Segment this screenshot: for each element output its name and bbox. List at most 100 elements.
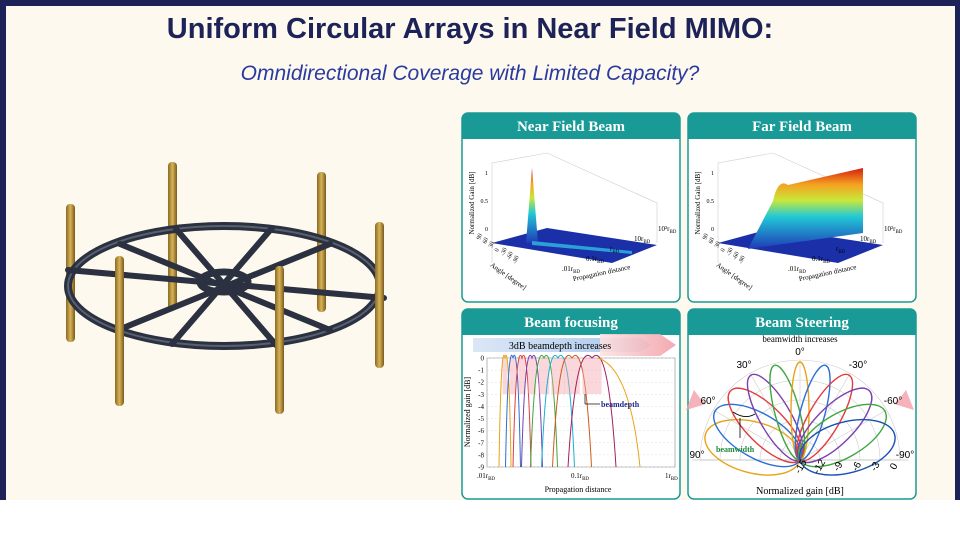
polar-spoke: [799, 409, 887, 461]
z-tick-label: 0.5: [707, 199, 715, 205]
right-bar: [955, 0, 960, 500]
surface-plot: [717, 152, 884, 263]
angle-tick-label: -60: [506, 251, 514, 261]
dist-tick-label-sub: BD: [612, 250, 619, 255]
far-ridge: [748, 168, 863, 249]
arrow-left: [686, 360, 735, 410]
panel-header: [462, 113, 680, 139]
x-tick-label-sub: BD: [671, 477, 678, 482]
arrow-right: [865, 360, 914, 410]
dist-tick-label-main: .01r: [788, 265, 800, 273]
dist-tick-label-sub: BD: [895, 230, 902, 235]
angle-tick-label: -60°: [884, 396, 902, 407]
angle-tick-label: -30: [500, 247, 508, 257]
y-tick-label: -9: [478, 464, 484, 472]
dist-tick-label-main: .01r: [562, 265, 574, 273]
x-tick-label-main: .01r: [477, 472, 489, 480]
dist-tick-label: 10rBD: [860, 235, 877, 245]
dist-tick-label: 10rBD: [634, 235, 651, 245]
dist-tick-label-sub: BD: [643, 240, 650, 245]
beamwidth-arc: [732, 411, 756, 417]
focus-curve: [552, 354, 592, 468]
dist-tick-label: .01rBD: [788, 265, 806, 275]
surface-plot: [491, 152, 658, 263]
angle-tick-label: 90: [476, 233, 484, 241]
y-tick-label: -7: [478, 439, 484, 447]
angle-tick-label: -90°: [896, 450, 914, 461]
dist-tick-label-main: r: [610, 245, 613, 253]
angle-tick-label: 90: [702, 233, 710, 241]
top-bar: [0, 0, 960, 6]
dist-tick-label: rBD: [610, 245, 620, 255]
circular-array: [64, 162, 387, 414]
ridge: [532, 241, 632, 254]
banner-text: beamwidth increases: [762, 334, 838, 344]
y-tick-label: -4: [478, 403, 484, 411]
dist-tick-label: 0.1rBD: [586, 255, 604, 265]
panel-header: [688, 113, 916, 139]
dist-tick-label-main: 10²r: [884, 225, 896, 233]
dist-tick-label-main: 10²r: [658, 225, 670, 233]
beamdepth-shade: [582, 358, 602, 394]
polar-spoke: [713, 409, 801, 461]
y-tick-label: -8: [478, 451, 484, 459]
z-tick-label: 0: [485, 227, 488, 233]
y-tick-label: -5: [478, 415, 484, 423]
y-tick-label: -2: [478, 379, 484, 387]
dist-tick-label: rBD: [836, 245, 846, 255]
angle-tick-label: 0: [494, 248, 501, 253]
panel-title: Far Field Beam: [752, 119, 852, 135]
beamdepth-shade: [502, 358, 508, 394]
z-tick-label: 1: [485, 171, 488, 177]
angle-tick-label: 60: [482, 237, 490, 245]
focus-curve: [567, 354, 617, 468]
y-tick-label: -6: [478, 427, 484, 435]
angle-tick-label: 0°: [795, 347, 805, 358]
angle-tick-label: 90°: [689, 450, 704, 461]
dist-tick-label-main: r: [836, 245, 839, 253]
near-peak: [526, 168, 538, 243]
angle-tick-label: 30: [714, 241, 722, 249]
beamdepth-shade: [518, 358, 526, 394]
x-tick-label: .01rBD: [477, 472, 495, 482]
dist-tick-label-sub: BD: [799, 270, 806, 275]
subtitle: Omnidirectional Coverage with Limited Ca…: [241, 62, 700, 85]
y-tick-label: -3: [478, 391, 484, 399]
focus-curve: [541, 354, 575, 468]
angle-tick-label: -90: [738, 255, 746, 265]
angle-tick-label: 60°: [700, 396, 715, 407]
y-axis-label: Normalized gain [dB]: [463, 377, 472, 448]
panel-title: Beam Steering: [755, 315, 849, 331]
x-tick-label: 0.1rBD: [571, 472, 589, 482]
dist-tick-label: 10²rBD: [884, 225, 903, 235]
x-axis-label: Propagation distance: [545, 485, 612, 494]
z-axis-label: Normalized Gain [dB]: [694, 172, 702, 235]
back-wall: [491, 152, 658, 263]
focus-curve: [521, 354, 543, 468]
dist-tick-label-sub: BD: [669, 230, 676, 235]
banner-arrow-pink: [600, 334, 676, 356]
x-tick-label: 1rBD: [665, 472, 678, 482]
dist-tick-label-sub: BD: [838, 250, 845, 255]
angle-tick-label: 60: [708, 237, 716, 245]
x-tick-label-sub: BD: [488, 477, 495, 482]
panel-header: [688, 309, 916, 335]
beamdepth-shade: [551, 358, 565, 394]
focus-curve: [505, 354, 521, 468]
panel-title: Near Field Beam: [517, 119, 626, 135]
angle-tick-label: -60: [732, 251, 740, 261]
y-tick-label: -1: [478, 367, 484, 375]
angle-tick-label: -30: [726, 247, 734, 257]
dist-tick-label: 10²rBD: [658, 225, 677, 235]
title: Uniform Circular Arrays in Near Field MI…: [167, 13, 773, 45]
panel-header: [462, 309, 680, 335]
x-tick-label-main: 0.1r: [571, 472, 583, 480]
angle-tick-label: 30: [488, 241, 496, 249]
banner-text: 3dB beamdepth increases: [509, 341, 611, 352]
footer-area: [0, 500, 960, 540]
back-wall: [717, 152, 884, 263]
angle-tick-label: 30°: [736, 360, 751, 371]
radial-tick-label: 0: [888, 461, 901, 472]
dist-tick-label-main: 0.1r: [812, 255, 824, 263]
